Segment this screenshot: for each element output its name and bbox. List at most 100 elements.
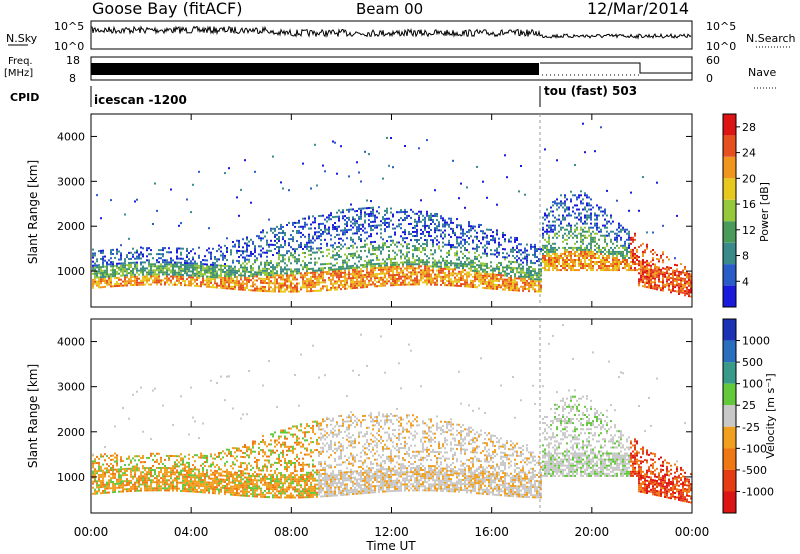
- data-cell: [206, 281, 208, 284]
- data-cell: [318, 235, 320, 238]
- data-cell: [322, 255, 324, 258]
- data-cell: [668, 274, 670, 277]
- data-cell: [472, 284, 474, 286]
- data-cell: [350, 236, 352, 239]
- data-cell: [482, 264, 484, 267]
- data-cell: [98, 470, 100, 472]
- data-cell: [422, 273, 424, 276]
- data-cell: [672, 273, 674, 276]
- data-cell: [158, 261, 160, 264]
- date-title: 12/Mar/2014: [587, 0, 689, 18]
- data-cell: [390, 284, 392, 287]
- data-cell: [366, 231, 368, 234]
- data-cell: [568, 236, 570, 239]
- data-cell: [244, 268, 246, 271]
- data-cell: [644, 283, 646, 286]
- data-cell: [622, 226, 624, 229]
- colorbar-tick-label: 24: [742, 147, 756, 160]
- data-cell: [356, 274, 358, 277]
- data-cell: [466, 257, 468, 260]
- data-cell: [202, 263, 204, 266]
- data-cell: [346, 237, 348, 240]
- data-cell: [104, 491, 106, 494]
- data-cell: [590, 218, 592, 221]
- data-cell: [130, 276, 132, 279]
- data-cell: [246, 246, 248, 249]
- data-cell: [566, 269, 568, 272]
- data-cell: [358, 207, 360, 210]
- data-cell: [626, 238, 628, 241]
- data-cell: [280, 282, 282, 285]
- data-cell: [514, 261, 516, 264]
- data-cell: [538, 270, 540, 273]
- data-cell: [336, 286, 338, 289]
- data-cell: [94, 276, 96, 279]
- data-cell: [456, 242, 458, 245]
- data-cell: [182, 267, 184, 270]
- data-cell: [244, 266, 246, 269]
- data-cell: [650, 268, 652, 271]
- data-cell: [388, 270, 390, 273]
- data-cell: [106, 483, 108, 486]
- data-cell: [536, 280, 538, 283]
- data-cell: [482, 236, 484, 239]
- data-cell: [644, 265, 646, 268]
- data-cell: [290, 238, 292, 241]
- data-cell: [592, 267, 594, 270]
- data-cell: [206, 277, 208, 280]
- data-cell: [314, 261, 316, 264]
- data-cell: [98, 270, 100, 273]
- data-cell: [450, 278, 452, 281]
- data-cell: [232, 277, 234, 280]
- data-cell: [214, 278, 216, 281]
- data-cell: [284, 278, 286, 281]
- data-cell: [386, 221, 388, 224]
- data-cell: [628, 242, 630, 245]
- data-cell: [124, 468, 126, 470]
- data-cell: [406, 214, 408, 217]
- colorbar-tick-label: 12: [742, 224, 756, 237]
- data-cell: [574, 269, 576, 272]
- data-cell: [138, 283, 140, 286]
- data-cell: [274, 278, 276, 281]
- data-cell: [628, 209, 630, 212]
- data-cell: [152, 279, 154, 282]
- data-cell: [186, 278, 188, 281]
- data-cell: [296, 288, 298, 291]
- data-cell: [652, 277, 654, 280]
- data-cell: [322, 251, 324, 254]
- data-cell: [578, 254, 580, 257]
- data-cell: [226, 251, 228, 253]
- data-cell: [342, 229, 344, 232]
- data-cell: [228, 275, 230, 278]
- data-cell: [556, 232, 558, 235]
- data-cell: [120, 254, 122, 257]
- data-cell: [116, 454, 118, 457]
- data-cell: [114, 285, 116, 288]
- data-cell: [116, 283, 118, 285]
- data-cell: [542, 267, 544, 270]
- data-cell: [342, 215, 344, 218]
- data-cell: [198, 264, 200, 267]
- data-cell: [508, 238, 510, 241]
- data-cell: [668, 286, 670, 289]
- data-cell: [146, 255, 148, 258]
- data-cell: [508, 276, 510, 279]
- data-cell: [258, 289, 260, 292]
- data-cell: [168, 247, 170, 250]
- data-cell: [112, 248, 114, 251]
- data-cell: [94, 474, 96, 477]
- data-cell: [282, 270, 284, 273]
- data-cell: [378, 264, 380, 267]
- data-cell: [528, 265, 530, 268]
- data-cell: [232, 271, 234, 274]
- data-cell: [528, 282, 530, 285]
- data-cell: [194, 278, 196, 281]
- data-cell: [580, 236, 582, 239]
- data-cell: [350, 253, 352, 255]
- data-cell: [114, 277, 116, 280]
- data-cell: [388, 258, 390, 261]
- data-cell: [386, 270, 388, 273]
- data-cell: [626, 232, 628, 235]
- data-cell: [336, 272, 338, 275]
